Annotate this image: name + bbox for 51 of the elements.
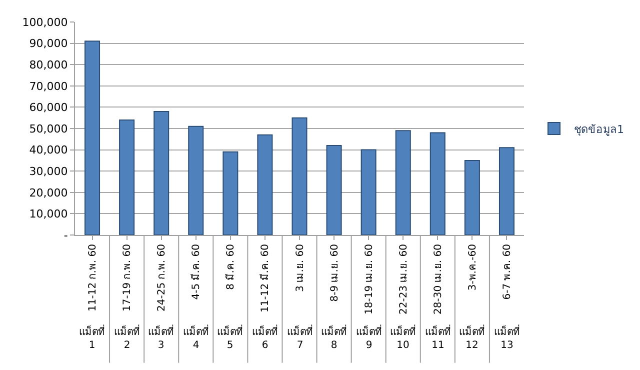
- x-tick-label: 28-30 เม.ย. 60: [432, 244, 444, 314]
- bar: [498, 147, 514, 235]
- x-tick-label: 24-25 ก.พ. 60: [156, 244, 168, 312]
- y-tick-label: 100,000: [22, 16, 68, 29]
- text: แม็ตที่ 10: [390, 324, 416, 351]
- y-tick-label: 90,000: [29, 37, 68, 50]
- text: แม็ตที่ 7: [287, 324, 313, 351]
- x-tick-label: 11-12 ก.พ. 60: [88, 244, 99, 312]
- bar: [84, 40, 100, 235]
- x-tick-label: 3 เม.ย. 60: [294, 244, 306, 292]
- x-tick-label: 6-7 พ.ค. 60: [502, 244, 513, 300]
- y-tick-label: 10,000: [29, 208, 68, 221]
- text: แม็ตที่ 5: [217, 324, 243, 351]
- bar: [154, 110, 170, 235]
- x-tick-label: 4-5 มี.ค. 60: [190, 244, 202, 300]
- x-tick-label: 8 มี.ค. 60: [224, 244, 237, 290]
- text: แม็ตที่ 12: [459, 324, 485, 351]
- text: แม็ตที่ 11: [425, 324, 451, 351]
- bar: [119, 119, 135, 235]
- y-tick-label: 60,000: [29, 101, 68, 114]
- x-tick-label: 18-19 เม.ย. 60: [364, 244, 375, 314]
- bar: [395, 130, 411, 235]
- text: แม็ตที่ 2: [114, 324, 140, 351]
- bar: [188, 126, 204, 235]
- y-tick-label: 80,000: [29, 58, 68, 72]
- bar: [222, 151, 238, 235]
- bar: [326, 145, 342, 235]
- text: แม็ตที่ 9: [356, 324, 382, 351]
- text: แม็ตที่ 13: [494, 324, 520, 351]
- y-tick-label: 30,000: [29, 164, 68, 178]
- text: แม็ตที่ 6: [252, 324, 278, 351]
- bar: [464, 160, 480, 235]
- x-tick-label: 11-12 มี.ค. 60: [259, 244, 272, 312]
- x-tick-label: 22-23 เม.ย. 60: [398, 244, 410, 314]
- y-tick-label: 50,000: [29, 122, 68, 136]
- bar: [292, 117, 308, 235]
- bar: [257, 134, 273, 235]
- x-tick-label: 3-พ.ค.-60: [467, 244, 478, 291]
- legend-label: ชุดข้อมูล1: [574, 122, 624, 136]
- y-tick-label: 70,000: [29, 80, 68, 93]
- y-tick-label: 20,000: [29, 186, 68, 200]
- x-tick-label: 17-19 ก.พ. 60: [122, 244, 134, 312]
- text: แม็ตที่ 1: [79, 324, 105, 351]
- x-tick-label: 8-9 เม.ย. 60: [329, 244, 340, 302]
- text: แม็ตที่ 4: [183, 324, 209, 351]
- y-tick-label: -: [64, 228, 68, 242]
- y-tick-label: 40,000: [29, 144, 68, 157]
- text: แม็ตที่ 8: [321, 324, 347, 351]
- bar: [360, 149, 376, 235]
- bar: [430, 132, 446, 235]
- text: แม็ตที่ 3: [148, 324, 174, 351]
